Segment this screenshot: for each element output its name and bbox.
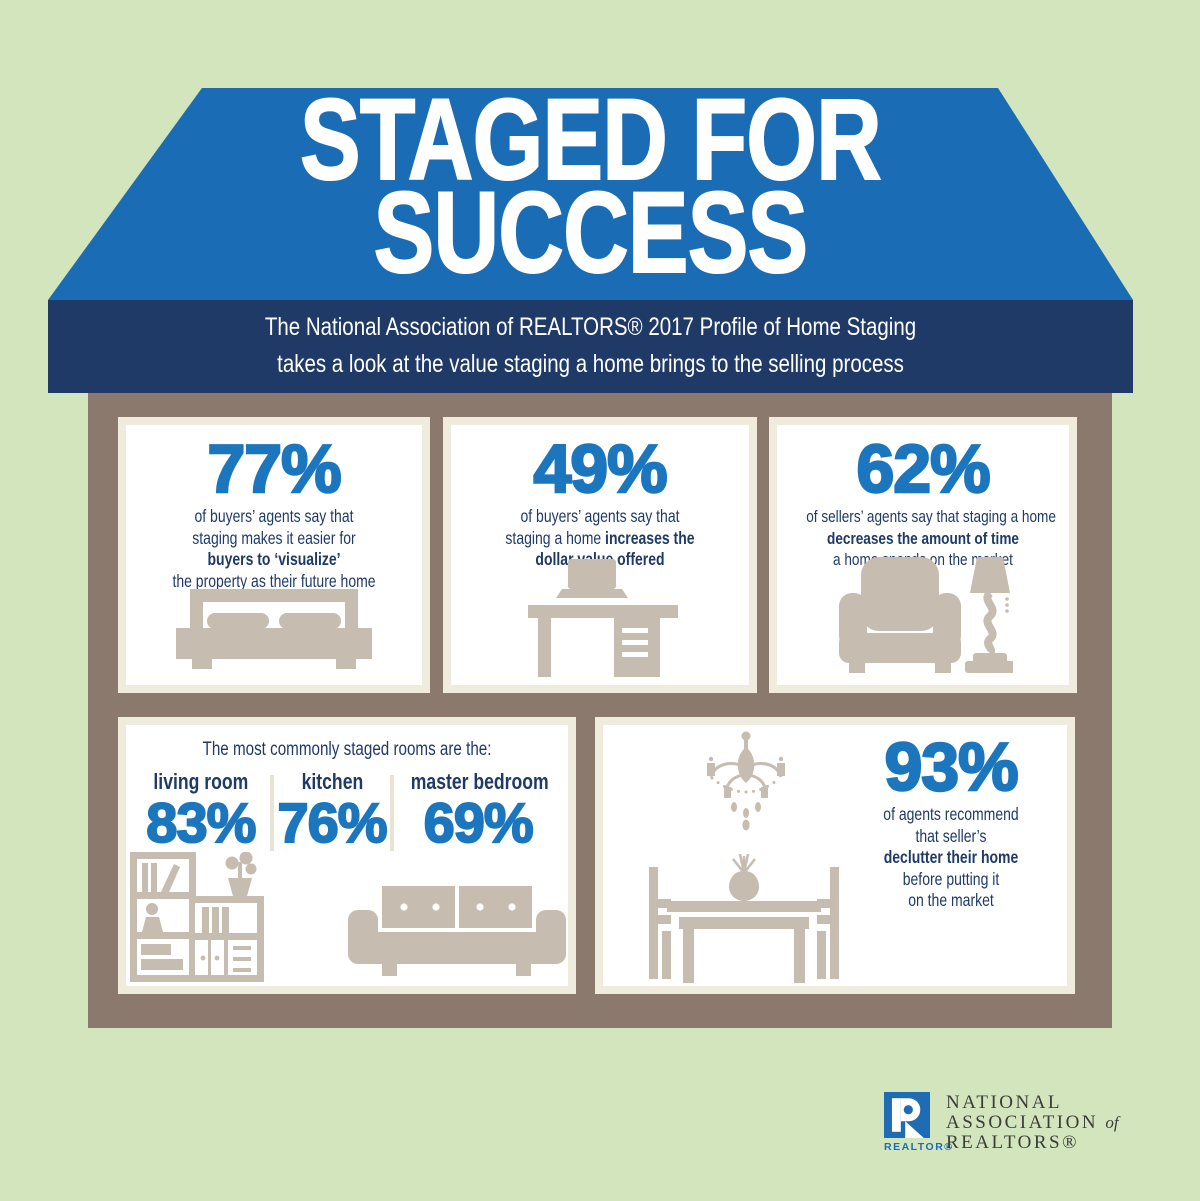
stat-percent-49: 49% (532, 431, 669, 507)
room-kitchen: kitchen 76% (274, 769, 391, 854)
nar-line-2: ASSOCIATION of (946, 1112, 1119, 1133)
bookshelf-icon (130, 852, 264, 982)
room-percent: 83% (145, 791, 257, 854)
room-living-room: living room 83% (132, 769, 270, 854)
room-master-bedroom: master bedroom 69% (394, 769, 562, 854)
subtitle: The National Association of REALTORS® 20… (146, 309, 1036, 383)
room-percent: 76% (276, 791, 388, 854)
room-label: living room (153, 769, 249, 794)
room-label: master bedroom (411, 769, 549, 794)
realtor-r-icon (884, 1092, 934, 1138)
stat-card-time-on-market: 62% of sellers’ agents say that staging … (769, 417, 1077, 693)
room-label: kitchen (301, 769, 363, 794)
stat-card-dollar-value: 49% of buyers’ agents say that staging a… (443, 417, 757, 693)
rooms-heading: The most commonly staged rooms are the: (202, 739, 492, 760)
nar-line-3: REALTORS® (946, 1132, 1080, 1153)
stat-card-declutter: 93% of agents recommend that seller’s de… (595, 717, 1075, 994)
realtor-logo: REALTOR® (884, 1092, 954, 1153)
stat-text-77: of buyers’ agents say that staging makes… (172, 506, 376, 591)
armchair-lamp-icon (835, 557, 1013, 679)
page-title: STAGED FOR SUCCESS (48, 76, 1133, 297)
desk-icon (528, 559, 678, 677)
nar-line-1: NATIONAL (946, 1092, 1063, 1113)
stat-percent-62: 62% (855, 431, 992, 507)
sofa-icon (348, 886, 566, 982)
stat-card-visualize: 77% of buyers’ agents say that staging m… (118, 417, 430, 693)
title-line-1: STAGED FOR (299, 76, 882, 204)
roof-banner: STAGED FOR SUCCESS (48, 88, 1133, 300)
subtitle-band: The National Association of REALTORS® 20… (48, 300, 1133, 393)
bed-icon (176, 589, 372, 669)
stat-text-93: of agents recommend that seller’s declut… (883, 804, 1019, 910)
rooms-row: living room 83% kitchen 76% master bedro… (126, 769, 568, 854)
stat-text-93-block: 93% of agents recommend that seller’s de… (835, 729, 1067, 912)
stat-percent-77: 77% (206, 431, 343, 507)
divider (390, 775, 395, 851)
subtitle-line-2: takes a look at the value staging a home… (277, 350, 904, 378)
divider (269, 775, 274, 851)
title-line-2: SUCCESS (373, 169, 809, 297)
nar-wordmark: NATIONAL ASSOCIATION of REALTORS® (946, 1092, 1119, 1153)
chandelier-icon (691, 731, 801, 831)
nar-logo-block: REALTOR® NATIONAL ASSOCIATION of REALTOR… (884, 1092, 1119, 1153)
house-body: 77% of buyers’ agents say that staging m… (88, 393, 1112, 1028)
room-percent: 69% (423, 791, 535, 854)
realtor-caption: REALTOR® (884, 1141, 954, 1153)
dining-table-icon (649, 843, 839, 983)
stat-text-49: of buyers’ agents say that staging a hom… (505, 506, 695, 569)
rooms-card: The most commonly staged rooms are the: … (118, 717, 576, 994)
stat-percent-93: 93% (883, 729, 1020, 805)
subtitle-line-1: The National Association of REALTORS® 20… (264, 313, 917, 341)
